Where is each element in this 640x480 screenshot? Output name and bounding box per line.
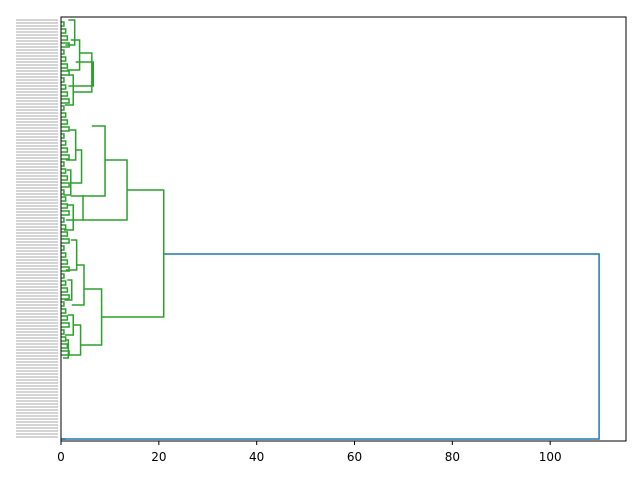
link-leaf-pair [61, 343, 69, 349]
link-mid-c [63, 169, 72, 196]
link-leaf-pair [61, 147, 69, 153]
link-mid-e [63, 204, 74, 231]
link-leaf-pair [61, 91, 69, 97]
link-low-b [65, 239, 78, 271]
link-cluster-B [101, 189, 165, 318]
link-cluster-F [81, 125, 106, 197]
link-leaf-pair [61, 154, 70, 160]
link-leaf-pair [61, 336, 67, 342]
x-tick-label: 60 [347, 450, 362, 464]
x-tick-label: 20 [151, 450, 166, 464]
link-leaf-pair [61, 189, 65, 195]
link-low-d [68, 324, 82, 356]
link-leaf-pair [61, 231, 69, 237]
x-tick-label: 0 [57, 450, 65, 464]
link-mid-b [65, 129, 77, 161]
link-leaf-pair [61, 168, 67, 174]
link-leaf-pair [61, 196, 67, 202]
link-leaf-pair [61, 224, 67, 230]
link-leaf-pair [61, 49, 65, 55]
link-leaf-pair [61, 210, 70, 216]
link-leaf-pair [61, 329, 65, 335]
link-leaf-pair [61, 77, 65, 83]
link-leaf-pair [61, 287, 69, 293]
link-leaf-pair [61, 133, 65, 139]
link-mid-a [70, 149, 83, 184]
link-cluster-E [80, 288, 103, 346]
link-leaf-pair [61, 161, 65, 167]
link-leaf-pair [61, 294, 70, 300]
link-leaf-pair [61, 112, 67, 118]
link-upper-c [64, 74, 74, 106]
dendrogram-links [61, 19, 600, 440]
link-leaf-pair [61, 350, 70, 356]
link-upper-e [68, 61, 95, 87]
link-leaf-pair [61, 28, 67, 34]
link-low-c [64, 279, 73, 301]
link-leaf-pair [61, 308, 67, 314]
link-leaf-pair [61, 217, 65, 223]
link-leaf-pair [61, 238, 70, 244]
link-leaf-pair [61, 245, 65, 251]
link-leaf-pair [61, 322, 70, 328]
link-leaf-pair [61, 203, 69, 209]
link-leaf-pair [61, 182, 70, 188]
link-cluster-D [83, 159, 128, 221]
link-top-merge [61, 253, 600, 440]
link-leaf-pair [61, 280, 67, 286]
leaf-labels [16, 19, 58, 438]
link-leaf-pair [61, 126, 70, 132]
link-leaf-pair [61, 301, 65, 307]
link-leaf-pair [61, 140, 67, 146]
link-low-a [71, 264, 85, 306]
link-mid-d [65, 195, 84, 221]
plot-frame [60, 16, 627, 442]
x-tick-label: 100 [539, 450, 562, 464]
link-leaf-pair [61, 105, 65, 111]
link-leaf-pair [61, 98, 70, 104]
link-leaf-pair [61, 21, 65, 27]
x-axis-ticks: 0 20 40 60 80 100 [57, 441, 562, 464]
link-leaf-pair [61, 119, 69, 125]
link-leaf-pair [61, 259, 69, 265]
link-leaf-pair [61, 42, 70, 48]
link-leaf-pair [61, 70, 70, 76]
link-leaf-pair [61, 266, 70, 272]
x-tick-label: 40 [249, 450, 264, 464]
link-leaf-pair [61, 63, 69, 69]
link-leaf-pair [61, 315, 69, 321]
link-leaf-pair [61, 35, 69, 41]
link-leaf-pair [61, 84, 67, 90]
link-leaf-pair [61, 56, 67, 62]
x-tick-label: 80 [445, 450, 460, 464]
link-low-f [62, 339, 70, 359]
link-upper-d [65, 19, 76, 46]
link-leaf-pair [61, 175, 69, 181]
link-upper-a [73, 52, 93, 93]
link-low-e [64, 314, 74, 336]
link-leaf-pair [61, 273, 65, 279]
link-leaf-pair [61, 252, 67, 258]
